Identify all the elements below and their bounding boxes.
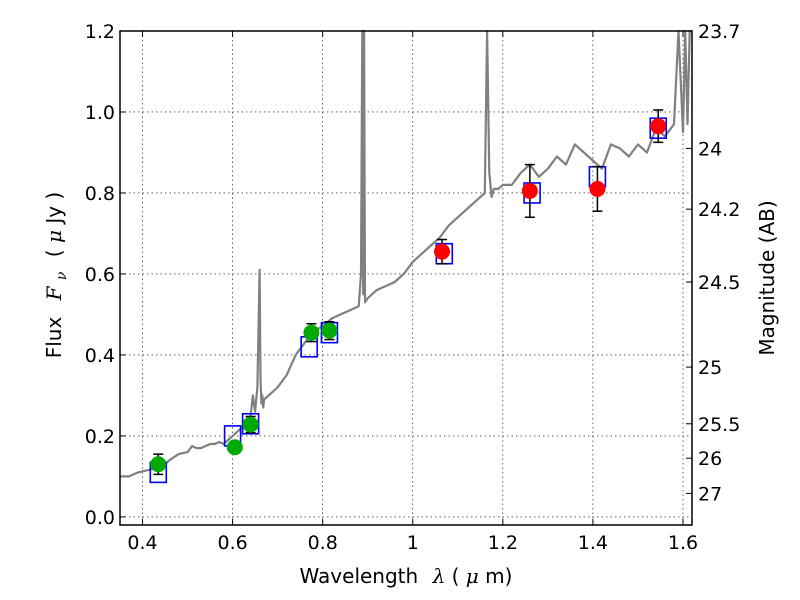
- optical-photometry-point: [226, 439, 243, 456]
- y-axis-label-symbol: F: [42, 285, 66, 301]
- y2-axis-label: Magnitude (AB): [755, 200, 779, 355]
- y-tick-label: 0.0: [85, 507, 115, 529]
- nir-photometry-point: [521, 182, 538, 199]
- y-tick-label: 0.2: [85, 426, 115, 448]
- y2-tick-label: 25: [698, 357, 722, 379]
- optical-photometry-point: [303, 324, 320, 341]
- y-tick-label: 0.8: [85, 183, 115, 205]
- x-tick-label: 0.4: [127, 532, 157, 554]
- y-tick-label: 1.2: [85, 21, 115, 43]
- y-tick-label: 1.0: [85, 102, 115, 124]
- grid: [120, 30, 692, 525]
- x-axis-label-unit-close: m): [485, 564, 512, 588]
- y2-tick-label: 24: [698, 138, 722, 160]
- y2-tick-label: 24.2: [698, 199, 740, 221]
- y-tick-label: 0.6: [85, 264, 115, 286]
- optical-photometry-point: [321, 322, 338, 339]
- ticks-group: 0.4 0.6 0.8 1 1.2 1.4 1.6 0.0 0.2 0.4 0.6 0.8 1.0 1.2…: [85, 21, 741, 554]
- y-axis-label-unit-open: (: [42, 243, 66, 257]
- y2-tick-label: 24.5: [698, 272, 740, 294]
- x-axis-label-text: Wavelength: [300, 564, 419, 588]
- optical-photometry-point: [150, 456, 167, 473]
- y2-tick-label: 27: [698, 483, 722, 505]
- plot-frame: [119, 30, 693, 526]
- optical-photometry-point: [242, 416, 259, 433]
- nir-photometry-point: [434, 243, 451, 260]
- y-axis-label-text: Flux: [42, 317, 66, 359]
- x-tick-label: 0.6: [217, 532, 247, 554]
- x-tick-label: 1.2: [488, 532, 518, 554]
- y2-tick-label: 23.7: [698, 21, 740, 43]
- x-axis-label-symbol: λ: [432, 564, 446, 588]
- y-axis-label-subscript: ν: [54, 271, 70, 280]
- x-axis-label-unit-mu: μ: [466, 564, 479, 588]
- y2-tick-label: 26: [698, 448, 722, 470]
- model-bandpass-square: [241, 412, 260, 435]
- x-axis-label: Wavelength λ ( μ m): [300, 564, 513, 588]
- x-axis-label-unit-open: (: [452, 564, 460, 588]
- y-axis-label-unit-mu: μ: [42, 230, 66, 243]
- x-tick-label: 1.4: [578, 532, 608, 554]
- nir-photometry-point: [650, 118, 667, 135]
- x-tick-label: 0.8: [308, 532, 338, 554]
- model-spectrum-line: [120, 29, 692, 478]
- x-tick-label: 1: [407, 532, 419, 554]
- markers-group: [149, 109, 668, 484]
- model-spectrum-group: [120, 29, 692, 478]
- y-axis-label-unit-close: Jy ): [42, 192, 66, 226]
- nir-photometry-point: [589, 180, 606, 197]
- y-tick-label: 0.4: [85, 345, 115, 367]
- y-axis-label: Flux F ν ( μ Jy ): [42, 192, 71, 359]
- y2-tick-label: 25.5: [698, 414, 740, 436]
- x-tick-label: 1.6: [668, 532, 698, 554]
